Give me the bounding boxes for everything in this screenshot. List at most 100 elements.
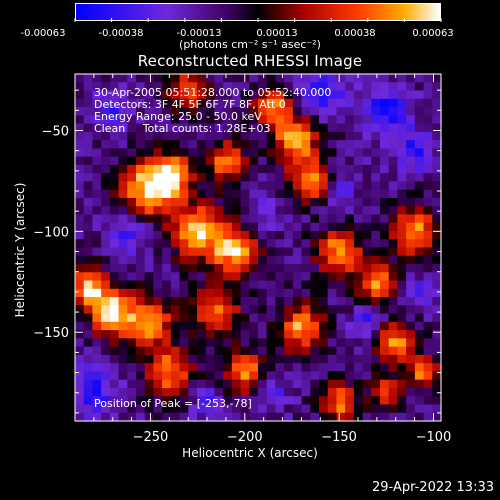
heatmap-cell [249, 140, 259, 149]
heatmap-cell [179, 280, 189, 290]
heatmap-cell [188, 313, 198, 323]
heatmap-cell [345, 131, 355, 141]
heatmap-cell [205, 264, 216, 273]
heatmap-cell [388, 164, 399, 174]
heatmap-cell [397, 74, 407, 83]
heatmap-cell [170, 131, 181, 141]
heatmap-cell [223, 313, 233, 323]
heatmap-cell [240, 379, 250, 389]
heatmap-cell [310, 363, 320, 373]
heatmap-cell [388, 107, 399, 116]
heatmap-cell [432, 123, 442, 133]
heatmap-cell [292, 396, 303, 406]
heatmap-cell [118, 82, 128, 92]
heatmap-cell [319, 123, 329, 133]
heatmap-cell [292, 230, 303, 240]
heatmap-cell [179, 140, 189, 149]
heatmap-cell [205, 98, 216, 108]
heatmap-cell [223, 247, 233, 257]
heatmap-cell [153, 247, 163, 257]
heatmap-cell [188, 305, 198, 315]
heatmap-cell [92, 131, 102, 141]
heatmap-cell [388, 297, 399, 306]
heatmap-cell [327, 230, 338, 240]
heatmap-cell [266, 363, 277, 373]
heatmap-cell [75, 280, 85, 290]
heatmap-cell [362, 387, 372, 397]
heatmap-cell [162, 363, 172, 373]
heatmap-cell [118, 288, 128, 298]
heatmap-cell [223, 156, 233, 166]
heatmap-cell [179, 173, 189, 182]
heatmap-cell [388, 90, 399, 100]
heatmap-cell [231, 173, 242, 182]
heatmap-cell [406, 131, 416, 141]
heatmap-cell [327, 305, 338, 315]
heatmap-cell [336, 222, 346, 232]
heatmap-cell [345, 255, 355, 265]
heatmap-cell [231, 230, 242, 240]
heatmap-cell [249, 255, 259, 265]
heatmap-cell [371, 140, 381, 149]
heatmap-cell [83, 173, 94, 182]
heatmap-cell [118, 305, 128, 315]
heatmap-cell [380, 264, 390, 273]
heatmap-cell [301, 354, 311, 364]
heatmap-cell [188, 107, 198, 116]
heatmap-cell [92, 107, 102, 116]
heatmap-cell [83, 131, 94, 141]
heatmap-cell [249, 321, 259, 331]
heatmap-cell [136, 387, 146, 397]
heatmap-cell [345, 222, 355, 232]
heatmap-cell [109, 396, 120, 406]
heatmap-cell [275, 140, 285, 149]
heatmap-cell [127, 239, 137, 249]
heatmap-cell [258, 123, 268, 133]
heatmap-cell [319, 305, 329, 315]
y-tick-label: −150 [33, 326, 69, 341]
heatmap-cell [414, 123, 425, 133]
heatmap-cell [179, 396, 189, 406]
heatmap-cell [231, 131, 242, 141]
heatmap-cell [179, 189, 189, 199]
heatmap-cell [205, 148, 216, 158]
heatmap-cell [223, 140, 233, 149]
heatmap-cell [179, 247, 189, 257]
heatmap-cell [101, 264, 111, 273]
heatmap-cell [266, 305, 277, 315]
heatmap-cell [397, 363, 407, 373]
heatmap-cell [223, 412, 233, 422]
heatmap-cell [423, 305, 433, 315]
heatmap-cell [92, 288, 102, 298]
heatmap-cell [127, 280, 137, 290]
heatmap-cell [75, 247, 85, 257]
heatmap-cell [301, 396, 311, 406]
heatmap-cell [406, 239, 416, 249]
colorbar-tick-label: -0.00013 [177, 28, 222, 39]
heatmap-cell [406, 197, 416, 207]
heatmap-cell [258, 90, 268, 100]
heatmap-cell [197, 264, 207, 273]
heatmap-cell [214, 338, 224, 348]
heatmap-cell [388, 321, 399, 331]
heatmap-cell [310, 239, 320, 249]
heatmap-cell [310, 330, 320, 339]
heatmap-cell [388, 255, 399, 265]
heatmap-cell [170, 321, 181, 331]
heatmap-cell [170, 214, 181, 224]
heatmap-cell [153, 173, 163, 182]
heatmap-cell [275, 164, 285, 174]
heatmap-cell [310, 412, 320, 422]
heatmap-cell [406, 412, 416, 422]
heatmap-cell [109, 297, 120, 306]
heatmap-cell [258, 230, 268, 240]
heatmap-cell [319, 288, 329, 298]
heatmap-cell [118, 206, 128, 216]
heatmap-cell [319, 297, 329, 306]
heatmap-cell [388, 338, 399, 348]
heatmap-cell [397, 387, 407, 397]
heatmap-cell [205, 123, 216, 133]
heatmap-cell [162, 338, 172, 348]
heatmap-cell [101, 354, 111, 364]
heatmap-cell [249, 363, 259, 373]
